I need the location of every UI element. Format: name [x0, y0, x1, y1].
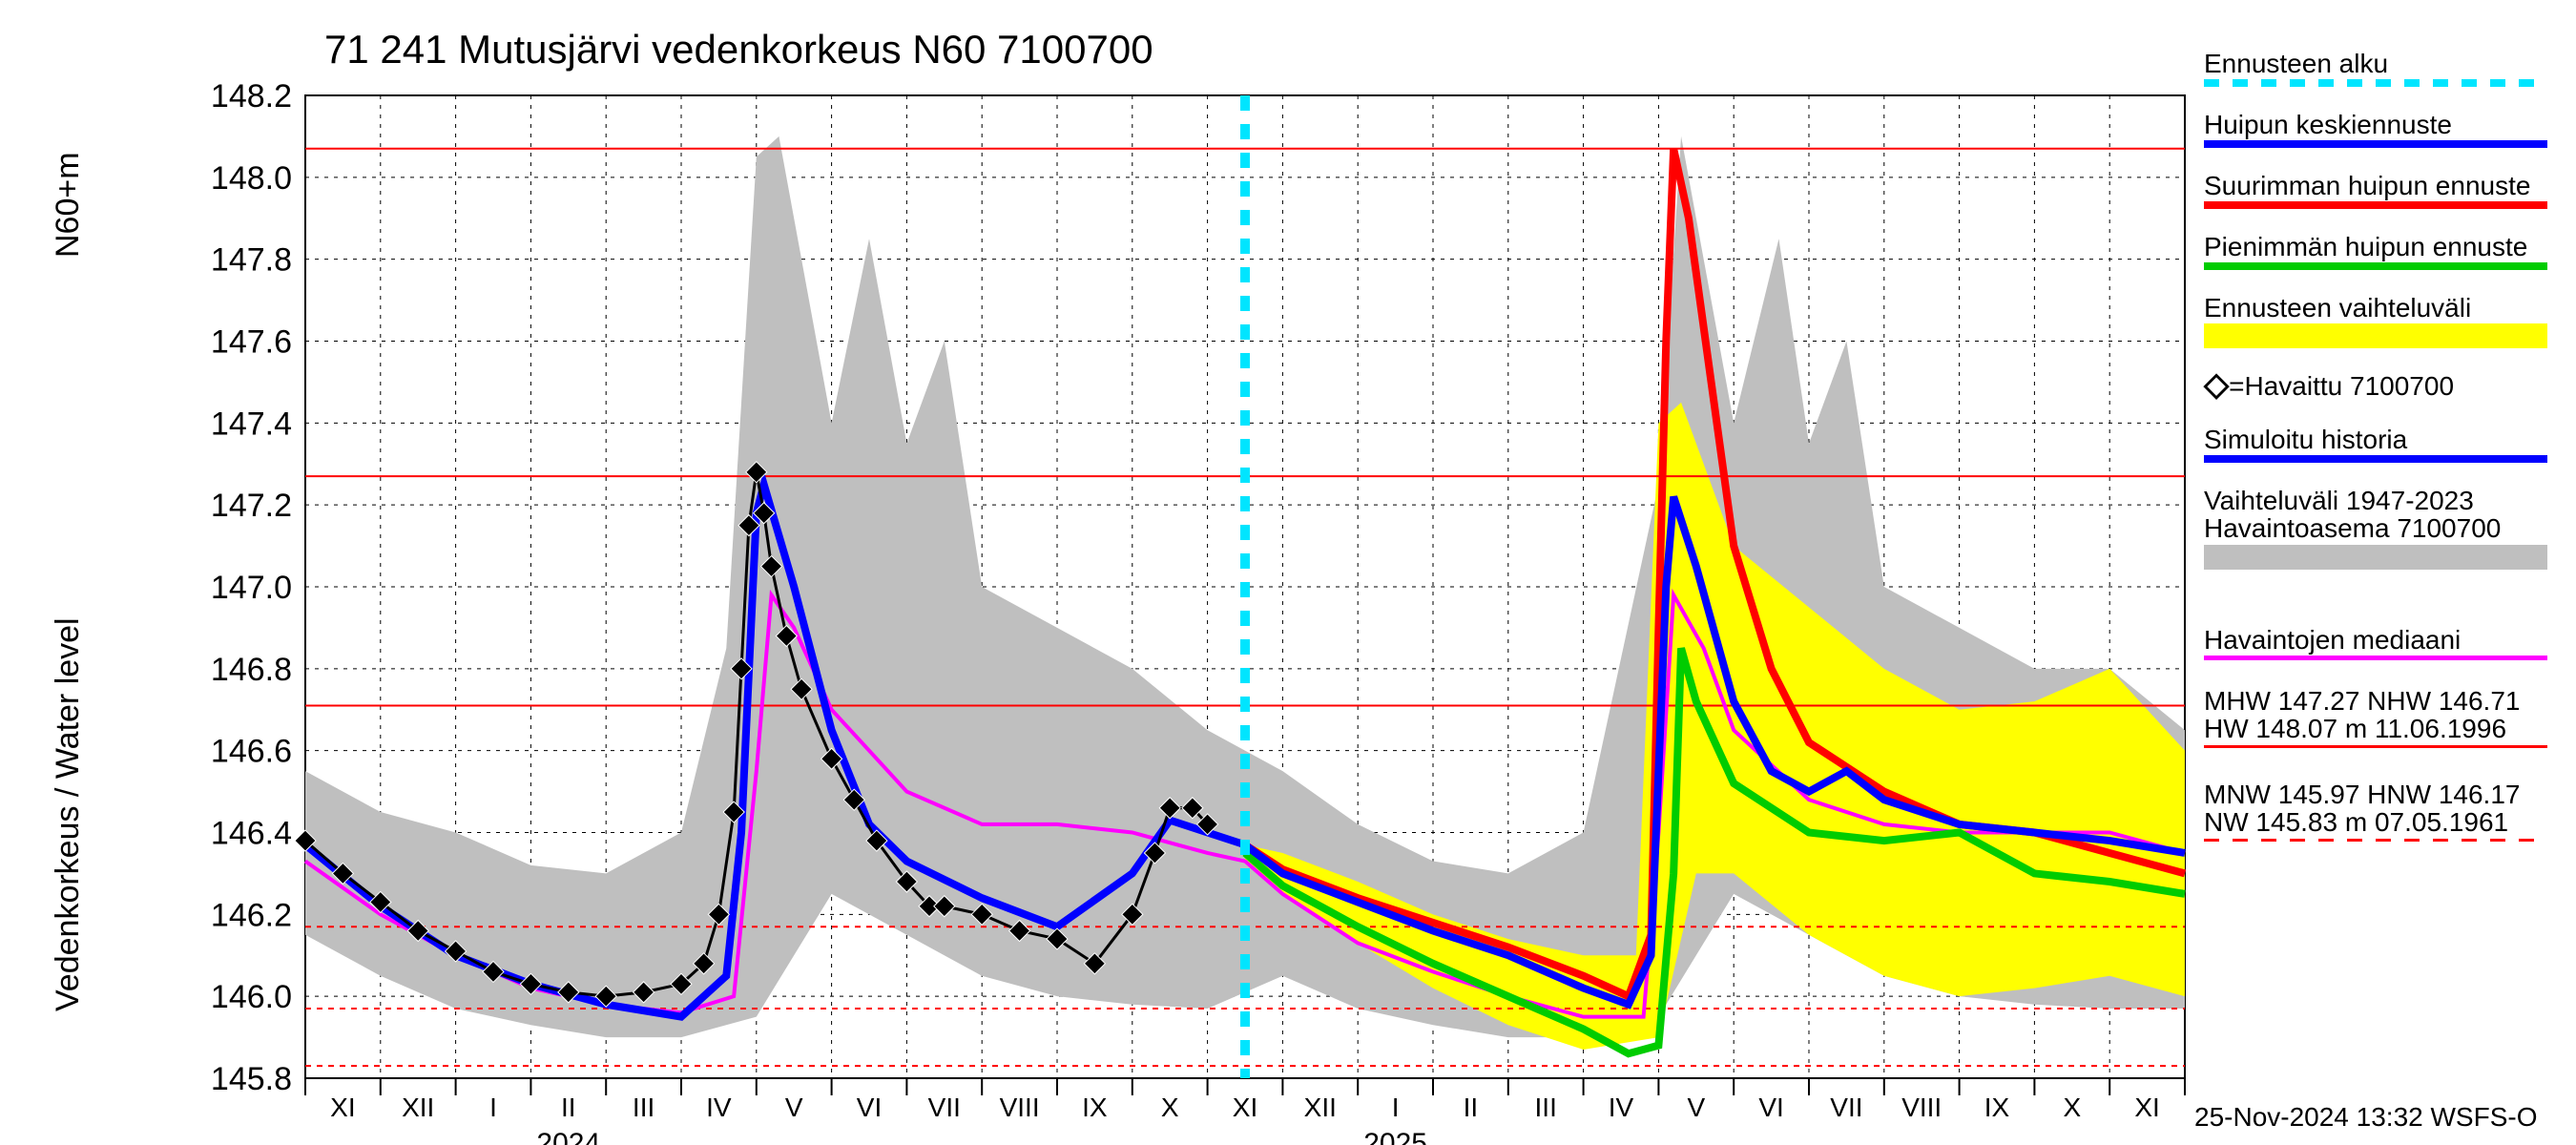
x-tick-month: X [1161, 1093, 1179, 1122]
legend-item: MNW 145.97 HNW 146.17 NW 145.83 m 07.05.… [2204, 781, 2557, 859]
chart-title: 71 241 Mutusjärvi vedenkorkeus N60 71007… [324, 27, 1153, 73]
x-tick-year: 2024 [536, 1128, 600, 1145]
y-axis-label-unit: N60+m [50, 152, 87, 258]
legend-swatch-area [2204, 323, 2547, 348]
y-tick-label: 146.4 [211, 816, 292, 852]
x-tick-month: II [561, 1093, 576, 1122]
y-tick-label: 145.8 [211, 1061, 292, 1097]
x-tick-month: IV [706, 1093, 732, 1122]
x-tick-month: III [1535, 1093, 1557, 1122]
x-tick-month: I [489, 1093, 497, 1122]
x-tick-month: IV [1609, 1093, 1634, 1122]
legend-item: Pienimmän huipun ennuste [2204, 233, 2557, 287]
legend-swatch-line [2204, 79, 2547, 87]
x-tick-month: VII [928, 1093, 961, 1122]
y-tick-label: 146.8 [211, 652, 292, 688]
chart-svg: 145.8 146.0 146.2 146.4 146.6 146.8 147.0 147.2… [0, 0, 2576, 1145]
y-tick-label: 148.0 [211, 160, 292, 197]
legend-label: MHW 147.27 NHW 146.71 HW 148.07 m 11.06.… [2204, 687, 2557, 743]
legend-label: Ennusteen vaihteluväli [2204, 294, 2557, 322]
legend-item: Suurimman huipun ennuste [2204, 172, 2557, 226]
legend-item: MHW 147.27 NHW 146.71 HW 148.07 m 11.06.… [2204, 687, 2557, 765]
x-tick-month: IX [1984, 1093, 2010, 1122]
x-tick-month: VIII [1000, 1093, 1040, 1122]
legend-label: Simuloitu historia [2204, 426, 2557, 453]
y-tick-label: 146.6 [211, 734, 292, 770]
y-tick-label: 148.2 [211, 78, 292, 114]
y-tick-label: 146.2 [211, 897, 292, 933]
x-tick-month: VI [857, 1093, 882, 1122]
legend-swatch-line [2204, 201, 2547, 209]
y-axis-label-main: Vedenkorkeus / Water level [50, 617, 87, 1011]
x-tick-month: III [633, 1093, 654, 1122]
legend-item: Huipun keskiennuste [2204, 111, 2557, 165]
legend-label: MNW 145.97 HNW 146.17 NW 145.83 m 07.05.… [2204, 781, 2557, 837]
legend-swatch-line [2204, 140, 2547, 148]
x-tick-month: XI [330, 1093, 355, 1122]
legend-label: Suurimman huipun ennuste [2204, 172, 2557, 199]
legend-item: Simuloitu historia [2204, 426, 2557, 480]
legend-label: ◇=Havaittu 7100700 [2204, 368, 2557, 403]
x-tick-month: XII [402, 1093, 434, 1122]
legend-item: Ennusteen alku [2204, 50, 2557, 104]
x-tick-month: IX [1082, 1093, 1108, 1122]
legend-swatch-line [2204, 656, 2547, 660]
x-tick-month: XII [1304, 1093, 1337, 1122]
y-tick-label: 147.6 [211, 324, 292, 361]
x-tick-month: XI [1233, 1093, 1257, 1122]
legend-label: Vaihteluväli 1947-2023 Havaintoasema 710… [2204, 487, 2557, 543]
x-tick-month: VI [1758, 1093, 1783, 1122]
legend-item: Ennusteen vaihteluväli [2204, 294, 2557, 365]
chart-container: 71 241 Mutusjärvi vedenkorkeus N60 71007… [0, 0, 2576, 1145]
legend-swatch-line [2204, 839, 2547, 842]
y-tick-label: 147.0 [211, 570, 292, 606]
diamond-icon: ◇ [2204, 366, 2229, 403]
x-tick-month: VII [1830, 1093, 1862, 1122]
footer-timestamp: 25-Nov-2024 13:32 WSFS-O [2194, 1102, 2538, 1133]
x-tick-month: VIII [1901, 1093, 1942, 1122]
legend-swatch-line [2204, 745, 2547, 748]
legend-item: Vaihteluväli 1947-2023 Havaintoasema 710… [2204, 487, 2557, 587]
legend-label: Ennusteen alku [2204, 50, 2557, 77]
legend-item: ◇=Havaittu 7100700 [2204, 368, 2557, 420]
y-tick-label: 146.0 [211, 979, 292, 1015]
y-tick-label: 147.4 [211, 406, 292, 442]
legend-swatch-line [2204, 262, 2547, 270]
y-tick-label: 147.2 [211, 488, 292, 524]
legend-label: Huipun keskiennuste [2204, 111, 2557, 138]
x-tick-month: V [1687, 1093, 1705, 1122]
x-tick-month: I [1392, 1093, 1400, 1122]
y-tick-label: 147.8 [211, 242, 292, 279]
legend-label: Pienimmän huipun ennuste [2204, 233, 2557, 260]
legend-swatch-area [2204, 545, 2547, 570]
x-tick-year: 2025 [1363, 1128, 1427, 1145]
x-tick-month: XI [2134, 1093, 2159, 1122]
x-tick-month: II [1464, 1093, 1479, 1122]
legend-item: Havaintojen mediaani [2204, 626, 2557, 677]
x-tick-month: V [785, 1093, 803, 1122]
legend-swatch-line [2204, 455, 2547, 463]
x-tick-month: X [2063, 1093, 2081, 1122]
legend-label: Havaintojen mediaani [2204, 626, 2557, 654]
